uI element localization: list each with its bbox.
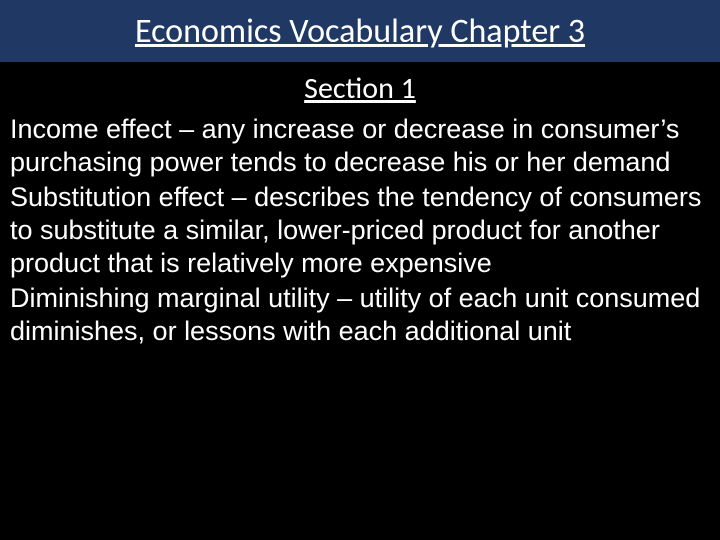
- slide-title: Economics Vocabulary Chapter 3: [135, 11, 585, 52]
- paragraph-3: Diminishing marginal utility – utility o…: [10, 282, 710, 348]
- section-heading: Section 1: [10, 70, 710, 107]
- paragraph-2: Substitution effect – describes the tend…: [10, 181, 710, 280]
- paragraph-1: Income effect – any increase or decrease…: [10, 113, 710, 179]
- content-area: Section 1 Income effect – any increase o…: [10, 70, 710, 350]
- title-bar: Economics Vocabulary Chapter 3: [0, 0, 720, 62]
